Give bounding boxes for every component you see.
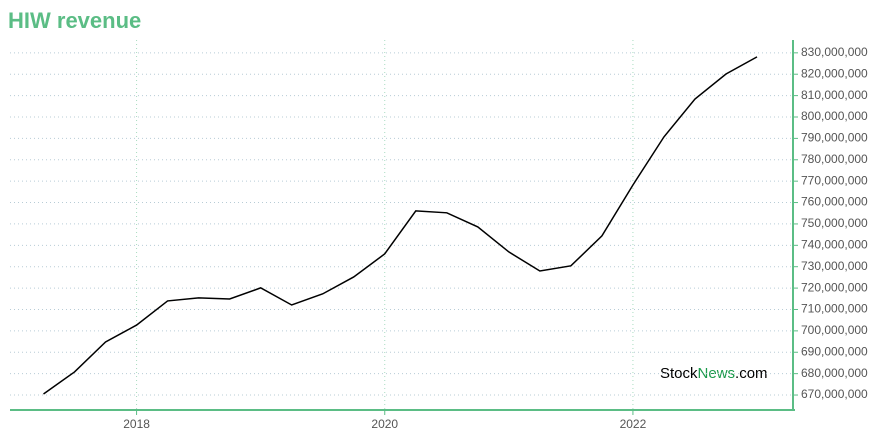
- watermark-part: News: [698, 365, 736, 382]
- y-tick-label: 710,000,000: [801, 302, 868, 316]
- chart-title: HIW revenue: [8, 8, 141, 33]
- y-tick-label: 690,000,000: [801, 344, 868, 358]
- y-tick-label: 770,000,000: [801, 173, 868, 187]
- x-tick-label: 2020: [371, 417, 398, 431]
- x-tick-label: 2018: [123, 417, 150, 431]
- watermark-part: .com: [735, 365, 768, 382]
- y-tick-label: 760,000,000: [801, 195, 868, 209]
- y-tick-label: 750,000,000: [801, 216, 868, 230]
- y-tick-label: 800,000,000: [801, 109, 868, 123]
- watermark-part: Stock: [660, 365, 698, 382]
- y-tick-label: 700,000,000: [801, 323, 868, 337]
- line: [43, 56, 758, 395]
- y-tick-label: 780,000,000: [801, 152, 868, 166]
- y-tick-label: 720,000,000: [801, 280, 868, 294]
- y-tick-label: 680,000,000: [801, 366, 868, 380]
- y-tick-label: 810,000,000: [801, 88, 868, 102]
- x-tick-label: 2022: [620, 417, 647, 431]
- watermark: StockNews.com: [660, 365, 768, 382]
- y-tick-label: 730,000,000: [801, 259, 868, 273]
- y-tick-label: 670,000,000: [801, 387, 868, 401]
- y-tick-label: 790,000,000: [801, 131, 868, 145]
- y-tick-label: 740,000,000: [801, 237, 868, 251]
- y-tick-label: 830,000,000: [801, 45, 868, 59]
- y-tick-label: 820,000,000: [801, 66, 868, 80]
